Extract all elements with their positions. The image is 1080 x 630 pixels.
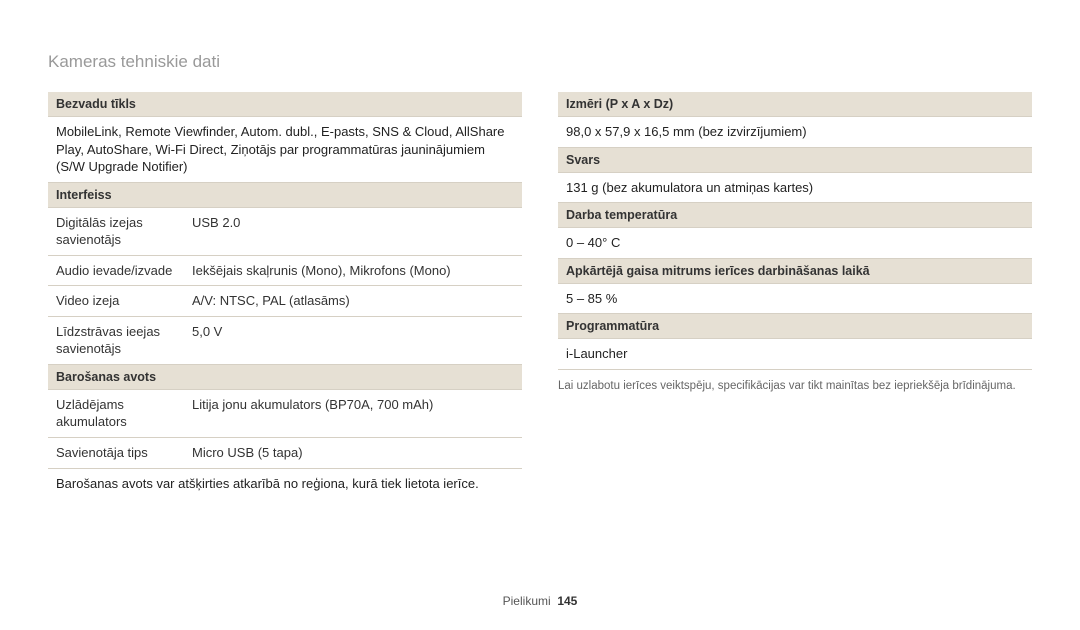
left-column: Bezvadu tīkls MobileLink, Remote Viewfin… [48, 92, 522, 498]
interface-row: Video izeja A/V: NTSC, PAL (atlasāms) [48, 286, 522, 317]
row-label: Līdzstrāvas ieejas savienotājs [48, 317, 184, 364]
section-software: Programmatūra [558, 314, 1032, 339]
humidity-value: 5 ‒ 85 % [558, 284, 1032, 315]
row-label: Audio ievade/izvade [48, 256, 184, 286]
software-value: i-Launcher [558, 339, 1032, 370]
interface-row: Digitālās izejas savienotājs USB 2.0 [48, 208, 522, 256]
dimensions-value: 98,0 x 57,9 x 16,5 mm (bez izvirzījumiem… [558, 117, 1032, 148]
page-number: 145 [557, 594, 577, 608]
row-label: Savienotāja tips [48, 438, 184, 468]
section-power: Barošanas avots [48, 365, 522, 390]
row-label: Video izeja [48, 286, 184, 316]
row-value: Micro USB (5 tapa) [184, 438, 522, 468]
row-label: Uzlādējams akumulators [48, 390, 184, 437]
section-temp: Darba temperatūra [558, 203, 1032, 228]
footer-label: Pielikumi [503, 594, 551, 608]
page-title: Kameras tehniskie dati [48, 52, 220, 72]
spec-columns: Bezvadu tīkls MobileLink, Remote Viewfin… [48, 92, 1032, 498]
section-dimensions: Izmēri (P x A x Dz) [558, 92, 1032, 117]
power-row: Uzlādējams akumulators Litija jonu akumu… [48, 390, 522, 438]
temp-value: 0 ‒ 40° C [558, 228, 1032, 259]
page-footer: Pielikumi 145 [0, 594, 1080, 608]
row-value: Litija jonu akumulators (BP70A, 700 mAh) [184, 390, 522, 437]
row-value: USB 2.0 [184, 208, 522, 255]
section-humidity: Apkārtējā gaisa mitrums ierīces darbināš… [558, 259, 1032, 284]
weight-value: 131 g (bez akumulatora un atmiņas kartes… [558, 173, 1032, 204]
row-value: Iekšējais skaļrunis (Mono), Mikrofons (M… [184, 256, 522, 286]
row-value: 5,0 V [184, 317, 522, 364]
power-note: Barošanas avots var atšķirties atkarībā … [48, 469, 522, 499]
section-weight: Svars [558, 148, 1032, 173]
disclaimer: Lai uzlabotu ierīces veiktspēju, specifi… [558, 370, 1032, 394]
right-column: Izmēri (P x A x Dz) 98,0 x 57,9 x 16,5 m… [558, 92, 1032, 498]
power-row: Savienotāja tips Micro USB (5 tapa) [48, 438, 522, 469]
interface-row: Līdzstrāvas ieejas savienotājs 5,0 V [48, 317, 522, 365]
interface-row: Audio ievade/izvade Iekšējais skaļrunis … [48, 256, 522, 287]
wireless-body: MobileLink, Remote Viewfinder, Autom. du… [48, 117, 522, 183]
row-label: Digitālās izejas savienotājs [48, 208, 184, 255]
section-interface: Interfeiss [48, 183, 522, 208]
row-value: A/V: NTSC, PAL (atlasāms) [184, 286, 522, 316]
section-wireless: Bezvadu tīkls [48, 92, 522, 117]
